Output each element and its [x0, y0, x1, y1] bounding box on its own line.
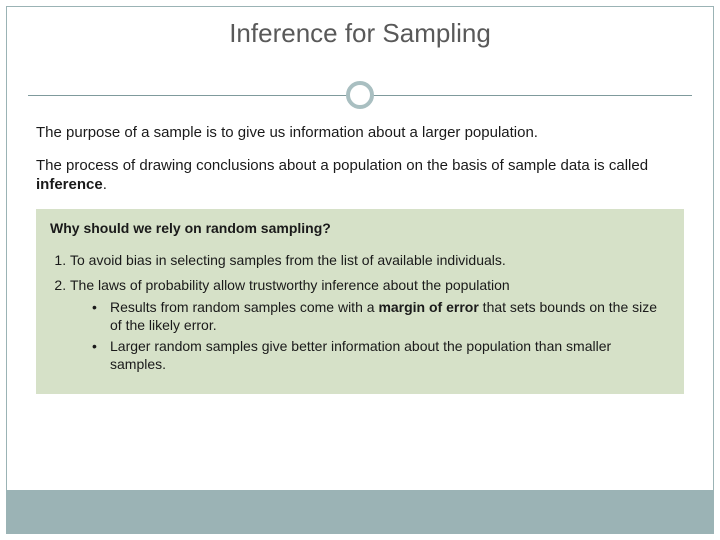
sub1-pre: Results from random samples come with a: [110, 299, 378, 315]
sub-item-1: Results from random samples come with a …: [92, 298, 670, 335]
title-divider: [0, 75, 720, 115]
sub-item-2: Larger random samples give better inform…: [92, 337, 670, 374]
footer-band: [6, 490, 714, 534]
divider-circle-icon: [346, 81, 374, 109]
sub1-bold: margin of error: [378, 299, 478, 315]
